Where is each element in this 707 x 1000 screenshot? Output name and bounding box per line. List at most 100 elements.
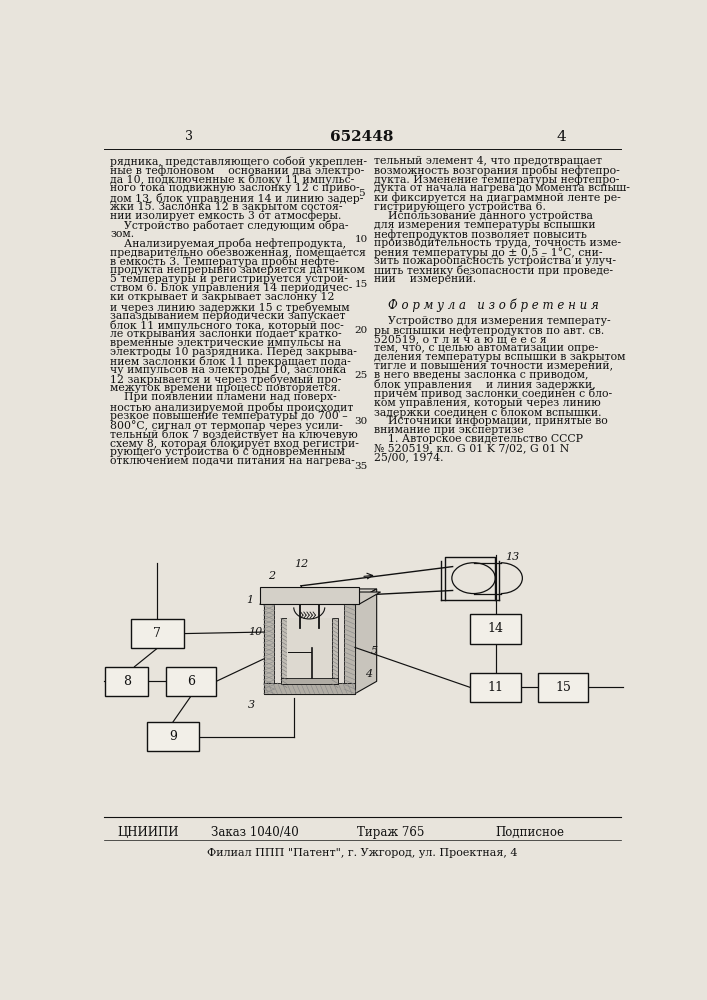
- Text: 5: 5: [370, 646, 378, 656]
- Text: 10: 10: [354, 235, 368, 244]
- Polygon shape: [264, 589, 377, 601]
- Text: Устройство работает следующим обра-: Устройство работает следующим обра-: [110, 220, 349, 231]
- Text: межуток времени процесс повторяется.: межуток времени процесс повторяется.: [110, 383, 341, 393]
- Bar: [146, 722, 199, 751]
- Text: да 10, подключенные к блоку 11 импульс-: да 10, подключенные к блоку 11 импульс-: [110, 174, 354, 185]
- Text: ЦНИИПИ: ЦНИИПИ: [118, 826, 180, 839]
- Text: 6: 6: [187, 675, 195, 688]
- Text: 1. Авторское свидетельство СССР: 1. Авторское свидетельство СССР: [373, 434, 583, 444]
- Text: Филиал ППП "Патент", г. Ужгород, ул. Проектная, 4: Филиал ППП "Патент", г. Ужгород, ул. Про…: [206, 848, 518, 858]
- Text: Тираж 765: Тираж 765: [357, 826, 424, 839]
- Text: производительность труда, точность изме-: производительность труда, точность изме-: [373, 238, 621, 248]
- Text: ком управления, который через линию: ком управления, который через линию: [373, 398, 600, 408]
- Text: ного тока подвижную заслонку 12 с приво-: ного тока подвижную заслонку 12 с приво-: [110, 183, 360, 193]
- Bar: [470, 614, 521, 644]
- Text: 12 закрывается и через требуемый про-: 12 закрывается и через требуемый про-: [110, 374, 341, 385]
- Text: 5 температуры и регистрируется устрой-: 5 температуры и регистрируется устрой-: [110, 274, 348, 284]
- Text: временные электрические импульсы на: временные электрические импульсы на: [110, 338, 341, 348]
- Text: 7: 7: [153, 627, 161, 640]
- Text: гистрирующего устройства 6.: гистрирующего устройства 6.: [373, 202, 545, 212]
- Text: 652448: 652448: [330, 130, 394, 144]
- Bar: [332, 618, 338, 684]
- Text: зом.: зом.: [110, 229, 134, 239]
- Text: При появлении пламени над поверх-: При появлении пламени над поверх-: [110, 392, 337, 402]
- Text: нефтепродуктов позволяет повысить: нефтепродуктов позволяет повысить: [373, 229, 586, 240]
- Text: 11: 11: [488, 681, 503, 694]
- Text: рядника, представляющего собой укреплен-: рядника, представляющего собой укреплен-: [110, 156, 367, 167]
- Text: в него введены заслонка с приводом,: в него введены заслонка с приводом,: [373, 370, 588, 380]
- Text: 1: 1: [246, 595, 253, 605]
- Text: 13: 13: [506, 552, 520, 562]
- Text: продукта непрерывно замеряется датчиком: продукта непрерывно замеряется датчиком: [110, 265, 365, 275]
- Text: Анализируемая проба нефтепродукта,: Анализируемая проба нефтепродукта,: [110, 238, 346, 249]
- Text: 800°С, сигнал от термопар через усили-: 800°С, сигнал от термопар через усили-: [110, 420, 343, 431]
- Text: нии    измерений.: нии измерений.: [373, 274, 476, 284]
- Text: 3: 3: [248, 700, 255, 710]
- Text: резкое повышение температуры до 700 –: резкое повышение температуры до 700 –: [110, 411, 348, 421]
- Text: нием заслонки блок 11 прекращает пода-: нием заслонки блок 11 прекращает пода-: [110, 356, 351, 367]
- Text: электроды 10 разрядника. Перед закрыва-: электроды 10 разрядника. Перед закрыва-: [110, 347, 357, 357]
- Bar: [538, 673, 588, 702]
- Text: дом 13, блок управления 14 и линию задер-: дом 13, блок управления 14 и линию задер…: [110, 193, 363, 204]
- Bar: [264, 683, 355, 694]
- Text: дукта. Изменение температуры нефтепро-: дукта. Изменение температуры нефтепро-: [373, 174, 619, 185]
- Text: ки открывает и закрывает заслонку 12: ки открывает и закрывает заслонку 12: [110, 292, 334, 302]
- Text: 30: 30: [354, 417, 368, 426]
- Text: 20: 20: [354, 326, 368, 335]
- Text: 8: 8: [123, 675, 131, 688]
- Text: ные в тефлоновом    основании два электро-: ные в тефлоновом основании два электро-: [110, 165, 364, 176]
- Text: внимание при экспертизе: внимание при экспертизе: [373, 425, 523, 435]
- Text: 520519, о т л и ч а ю щ е е с я: 520519, о т л и ч а ю щ е е с я: [373, 334, 547, 344]
- Text: 15: 15: [555, 681, 571, 694]
- Text: блок управления    и линия задержки,: блок управления и линия задержки,: [373, 379, 595, 390]
- Text: рения температуры до ± 0,5 – 1°С, сни-: рения температуры до ± 0,5 – 1°С, сни-: [373, 247, 602, 258]
- Text: 15: 15: [354, 280, 368, 289]
- Bar: [264, 601, 274, 694]
- Text: шить технику безопасности при проведе-: шить технику безопасности при проведе-: [373, 265, 612, 276]
- Bar: [105, 667, 148, 696]
- Text: рующего устройства 6 с одновременным: рующего устройства 6 с одновременным: [110, 447, 345, 457]
- Text: в емкость 3. Температура пробы нефте-: в емкость 3. Температура пробы нефте-: [110, 256, 339, 267]
- Text: тигле и повышения точности измерений,: тигле и повышения точности измерений,: [373, 361, 613, 371]
- Polygon shape: [355, 589, 377, 694]
- Text: 3: 3: [185, 130, 193, 143]
- Text: 4: 4: [556, 130, 566, 144]
- Text: 2: 2: [268, 571, 275, 581]
- Text: 25/00, 1974.: 25/00, 1974.: [373, 452, 443, 462]
- Text: задержки соединен с блоком вспышки.: задержки соединен с блоком вспышки.: [373, 407, 601, 418]
- Text: 35: 35: [354, 462, 368, 471]
- Text: тем, что, с целью автоматизации опре-: тем, что, с целью автоматизации опре-: [373, 343, 598, 353]
- Text: возможность возгорания пробы нефтепро-: возможность возгорания пробы нефтепро-: [373, 165, 619, 176]
- Bar: [470, 673, 521, 702]
- Text: 4: 4: [366, 669, 373, 679]
- Bar: [166, 667, 216, 696]
- Text: 10: 10: [249, 627, 263, 637]
- Text: предварительно обезвоженная, помещается: предварительно обезвоженная, помещается: [110, 247, 366, 258]
- Text: Источники информации, принятые во: Источники информации, принятые во: [373, 416, 607, 426]
- Text: причем привод заслонки соединен с бло-: причем привод заслонки соединен с бло-: [373, 388, 612, 399]
- Text: Использование данного устройства: Использование данного устройства: [373, 211, 592, 221]
- Text: 5: 5: [358, 189, 365, 198]
- Text: Заказ 1040/40: Заказ 1040/40: [211, 826, 299, 839]
- Text: блок 11 импульсного тока, который пос-: блок 11 импульсного тока, который пос-: [110, 320, 344, 331]
- Text: жки 15. Заслонка 12 в закрытом состоя-: жки 15. Заслонка 12 в закрытом состоя-: [110, 202, 343, 212]
- Text: ры вспышки нефтепродуктов по авт. св.: ры вспышки нефтепродуктов по авт. св.: [373, 325, 604, 336]
- Text: дукта от начала нагрева до момента вспыш-: дукта от начала нагрева до момента вспыш…: [373, 183, 629, 193]
- Text: Подписное: Подписное: [496, 826, 565, 839]
- Text: деления температуры вспышки в закрытом: деления температуры вспышки в закрытом: [373, 352, 625, 362]
- Text: нии изолирует емкость 3 от атмосферы.: нии изолирует емкость 3 от атмосферы.: [110, 211, 341, 221]
- Text: ле открывания заслонки подает кратко-: ле открывания заслонки подает кратко-: [110, 329, 341, 339]
- Polygon shape: [259, 592, 380, 604]
- Text: Ф о р м у л а   и з о б р е т е н и я: Ф о р м у л а и з о б р е т е н и я: [388, 299, 599, 312]
- Text: зить пожароопасность устройства и улуч-: зить пожароопасность устройства и улуч-: [373, 256, 616, 266]
- Bar: [131, 619, 184, 648]
- Text: ностью анализируемой пробы происходит: ностью анализируемой пробы происходит: [110, 402, 354, 413]
- Text: 9: 9: [169, 730, 177, 743]
- Text: 14: 14: [488, 622, 503, 635]
- Text: 12: 12: [294, 559, 309, 569]
- Bar: [344, 601, 355, 694]
- Text: тельный блок 7 воздействует на ключевую: тельный блок 7 воздействует на ключевую: [110, 429, 358, 440]
- Text: и через линию задержки 15 с требуемым: и через линию задержки 15 с требуемым: [110, 302, 350, 313]
- Bar: [259, 587, 359, 604]
- Bar: [264, 601, 355, 694]
